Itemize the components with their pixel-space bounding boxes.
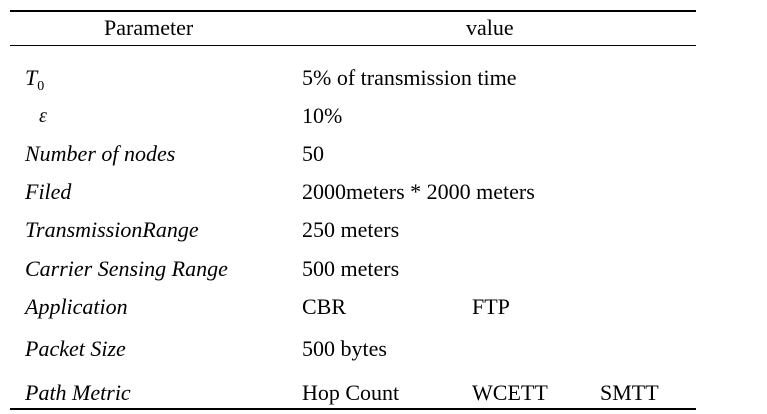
table-row: Packet Size 500 bytes <box>10 330 696 368</box>
value-cell: 500 meters <box>302 256 400 281</box>
value-cell: 500 bytes <box>302 336 387 361</box>
table-row: TransmissionRange 250 meters <box>10 211 696 249</box>
value-cell: 250 meters <box>302 217 400 242</box>
table-row: Filed 2000meters * 2000 meters <box>10 173 696 211</box>
param-cell: Application <box>25 294 128 319</box>
param-cell: Path Metric <box>25 380 131 405</box>
value-cell: WCETT <box>472 380 548 405</box>
param-cell: T0 <box>25 64 44 101</box>
table-row: ε 10% <box>10 97 696 135</box>
param-subscript: 0 <box>37 79 45 94</box>
header-value: value <box>466 15 514 40</box>
param-cell: ε <box>39 105 47 127</box>
table-row: T0 5% of transmission time <box>10 59 696 97</box>
value-cell: 5% of transmission time <box>302 65 517 90</box>
param-cell: Carrier Sensing Range <box>25 256 228 281</box>
value-cell: 10% <box>302 103 343 128</box>
value-cell: 50 <box>302 141 324 166</box>
header-parameter: Parameter <box>104 15 194 40</box>
param-cell: Filed <box>25 179 72 204</box>
param-cell: Packet Size <box>25 336 126 361</box>
table-row: Number of nodes 50 <box>10 135 696 173</box>
value-cell: Hop Count <box>302 380 400 405</box>
value-cell: CBR <box>302 294 347 319</box>
value-cell: 2000meters * 2000 meters <box>302 179 535 204</box>
parameter-table: Parameter value T0 5% of transmission ti… <box>10 10 696 410</box>
table-top-rule <box>10 10 696 12</box>
value-cell: SMTT <box>600 380 659 405</box>
param-cell: TransmissionRange <box>25 217 199 242</box>
table-header-rule <box>10 45 696 46</box>
param-symbol: T <box>25 65 38 90</box>
table-row: Path Metric Hop Count WCETT SMTT <box>10 374 696 412</box>
table-row: Carrier Sensing Range 500 meters <box>10 250 696 288</box>
value-cell: FTP <box>472 294 510 319</box>
param-cell: Number of nodes <box>25 141 176 166</box>
table-row: Application CBR FTP <box>10 288 696 326</box>
table-bottom-rule <box>10 408 696 410</box>
